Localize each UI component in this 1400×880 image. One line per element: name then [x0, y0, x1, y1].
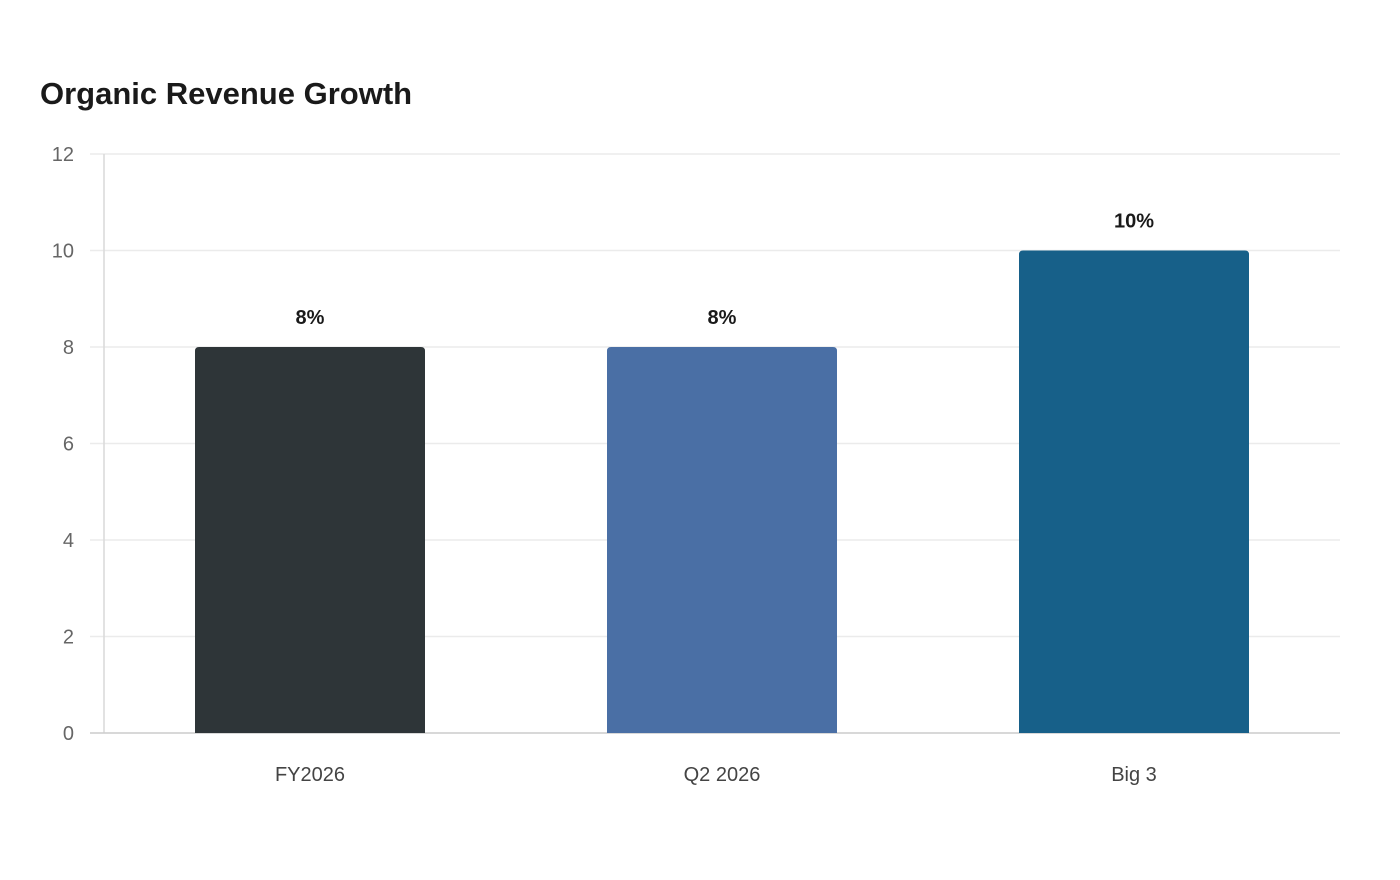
- y-tick-label: 12: [52, 144, 74, 166]
- x-tick-label: Big 3: [1111, 764, 1157, 786]
- bars: [195, 250, 1249, 734]
- y-tick-label: 6: [63, 434, 74, 456]
- x-tick-label: FY2026: [275, 764, 345, 786]
- bar-value-label: 8%: [296, 307, 325, 329]
- bar-value-label: 8%: [708, 307, 737, 329]
- x-tick-label: Q2 2026: [684, 764, 761, 786]
- value-labels: 8% 8% 10%: [296, 211, 1155, 330]
- y-tick-labels: 0 2 4 6 8 10 12: [52, 144, 74, 745]
- y-tick-label: 4: [63, 530, 74, 552]
- bar-fy2026[interactable]: [195, 347, 425, 733]
- chart-title: Organic Revenue Growth: [40, 76, 413, 111]
- y-tick-label: 0: [63, 723, 74, 745]
- bar-value-label: 10%: [1114, 211, 1154, 233]
- bar-q2-2026[interactable]: [607, 347, 837, 733]
- category-labels: FY2026 Q2 2026 Big 3: [275, 764, 1157, 786]
- y-tick-label: 10: [52, 241, 74, 263]
- y-tick-label: 2: [63, 627, 74, 649]
- y-tick-label: 8: [63, 337, 74, 359]
- bar-big-3[interactable]: [1019, 250, 1249, 734]
